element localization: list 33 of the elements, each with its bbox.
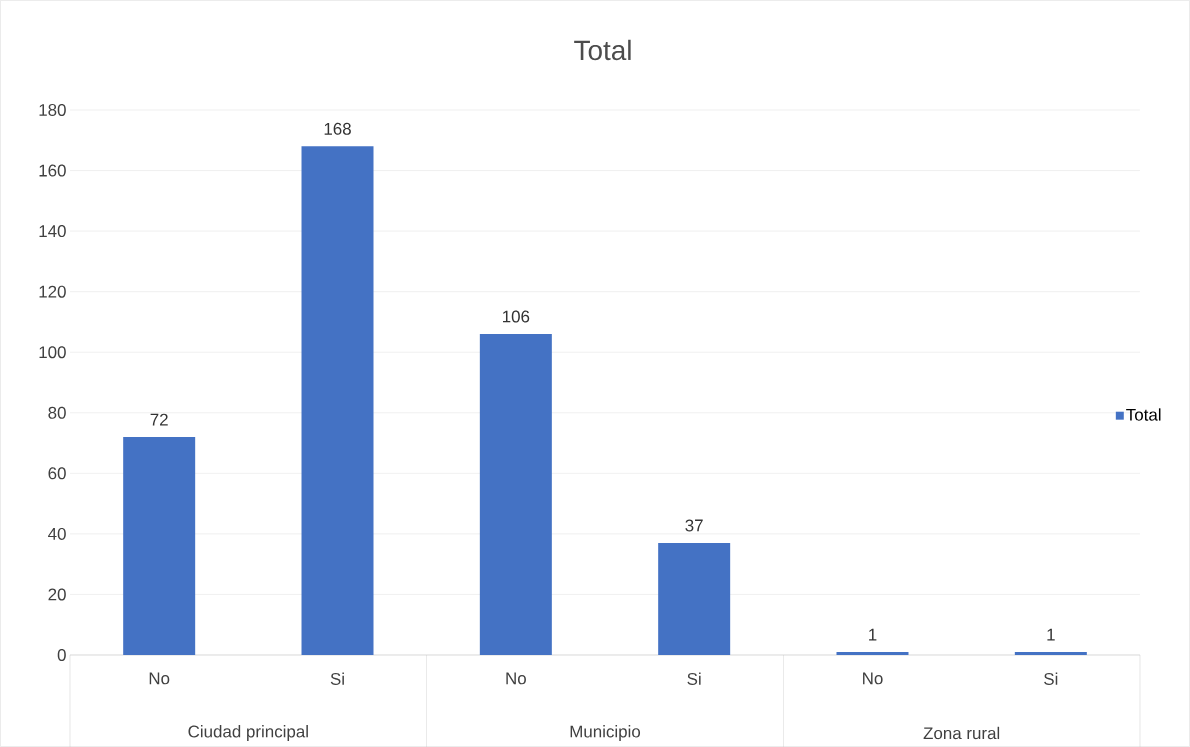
y-tick-label: 0 <box>57 648 66 661</box>
data-label: 106 <box>503 310 530 323</box>
y-tick-label: 140 <box>39 225 66 238</box>
bar <box>1014 651 1087 655</box>
x-tick-label: No <box>149 672 170 685</box>
text: Ciudad principal <box>188 725 308 741</box>
y-tick-label: 160 <box>39 164 66 177</box>
chart-title: Total <box>574 39 631 61</box>
bar <box>301 146 374 655</box>
y-tick-label: 80 <box>48 406 66 419</box>
y-tick-label: 100 <box>39 346 66 359</box>
data-label: 168 <box>324 122 351 135</box>
data-label: 37 <box>685 519 703 532</box>
x-tick-label: Si <box>1044 672 1058 685</box>
bar <box>479 333 552 655</box>
y-tick-label: 20 <box>48 588 66 601</box>
y-tick-label: 120 <box>39 285 66 298</box>
y-tick-label: 180 <box>39 103 66 116</box>
data-label: 1 <box>1047 628 1055 641</box>
bar <box>123 436 196 655</box>
x-tick-label: Si <box>330 672 344 685</box>
x-tick-label: No <box>506 672 526 685</box>
x-tick-label: Si <box>687 672 701 685</box>
legend-label: Total <box>1126 408 1161 421</box>
text: Municipio <box>570 725 641 741</box>
y-tick-label: 60 <box>48 467 66 480</box>
data-label: 72 <box>150 413 168 426</box>
text: Zona rural <box>923 726 1000 740</box>
y-tick-label: 40 <box>48 527 66 540</box>
data-label: 1 <box>869 628 877 641</box>
bar <box>658 542 731 655</box>
bar <box>836 651 909 655</box>
x-tick-label: No <box>863 672 883 685</box>
